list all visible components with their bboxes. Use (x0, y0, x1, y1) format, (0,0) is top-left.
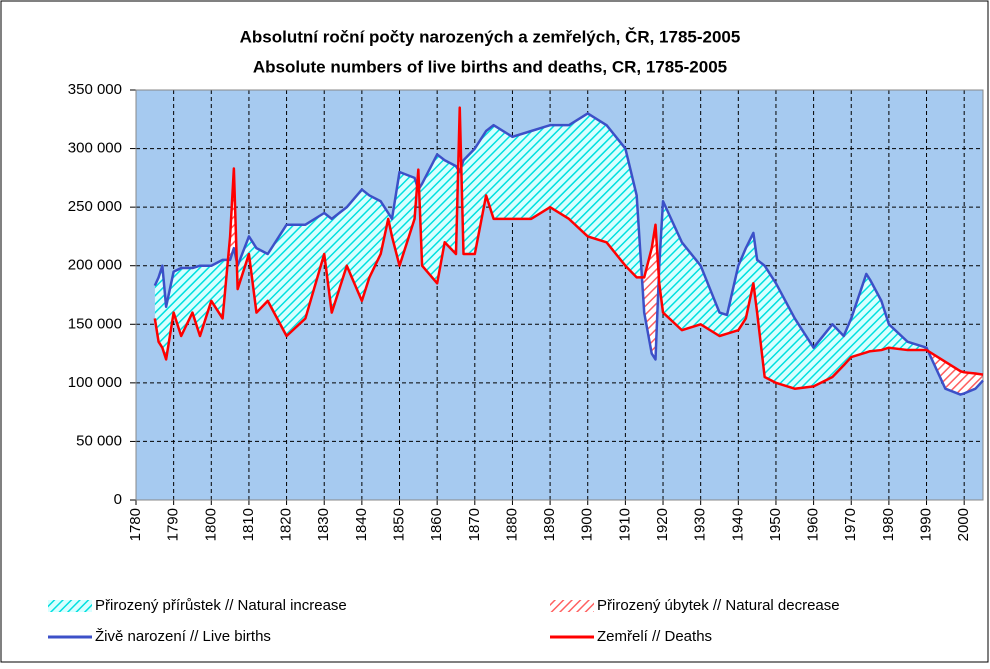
y-tick-label: 250 000 (68, 198, 122, 215)
x-tick-label: 1930 (692, 508, 709, 541)
legend-swatch (48, 600, 92, 612)
series-line (153, 106, 984, 390)
legend-label: Živě narození // Live births (95, 628, 271, 645)
x-tick-label: 1980 (880, 508, 897, 541)
x-tick-label: 1880 (503, 508, 520, 541)
x-tick-label: 1780 (127, 508, 144, 541)
y-tick-label: 0 (114, 491, 122, 508)
chart-title: Absolutní roční počty narozených a zemře… (240, 27, 741, 46)
x-tick-label: 1820 (278, 508, 295, 541)
x-tick-label: 1840 (353, 508, 370, 541)
x-tick-label: 1950 (767, 508, 784, 541)
plot-border (135, 89, 984, 501)
x-tick-label: 1890 (541, 508, 558, 541)
legend-swatch (550, 600, 594, 612)
legend-label: Přirozený přírůstek // Natural increase (95, 597, 347, 614)
x-tick-label: 1800 (202, 508, 219, 541)
y-tick-label: 150 000 (68, 315, 122, 332)
y-tick-label: 200 000 (68, 257, 122, 274)
x-tick-label: 1860 (428, 508, 445, 541)
legend-label: Přirozený úbytek // Natural decrease (597, 597, 840, 614)
x-tick-label: 1790 (165, 508, 182, 541)
x-tick-label: 1910 (616, 508, 633, 541)
x-tick-label: 1870 (466, 508, 483, 541)
series-line (153, 112, 984, 396)
x-tick-label: 1850 (390, 508, 407, 541)
x-tick-label: 1920 (654, 508, 671, 541)
x-tick-label: 2000 (955, 508, 972, 541)
x-tick-label: 1960 (805, 508, 822, 541)
x-tick-label: 1940 (729, 508, 746, 541)
x-tick-label: 1990 (918, 508, 935, 541)
chart-subtitle: Absolute numbers of live births and deat… (253, 57, 727, 76)
x-tick-label: 1970 (842, 508, 859, 541)
y-tick-label: 300 000 (68, 140, 122, 157)
x-tick-label: 1830 (315, 508, 332, 541)
y-tick-label: 50 000 (76, 432, 122, 449)
y-tick-label: 350 000 (68, 81, 122, 98)
x-tick-label: 1900 (579, 508, 596, 541)
x-tick-label: 1810 (240, 508, 257, 541)
legend-label: Zemřelí // Deaths (597, 628, 712, 645)
y-tick-label: 100 000 (68, 374, 122, 391)
